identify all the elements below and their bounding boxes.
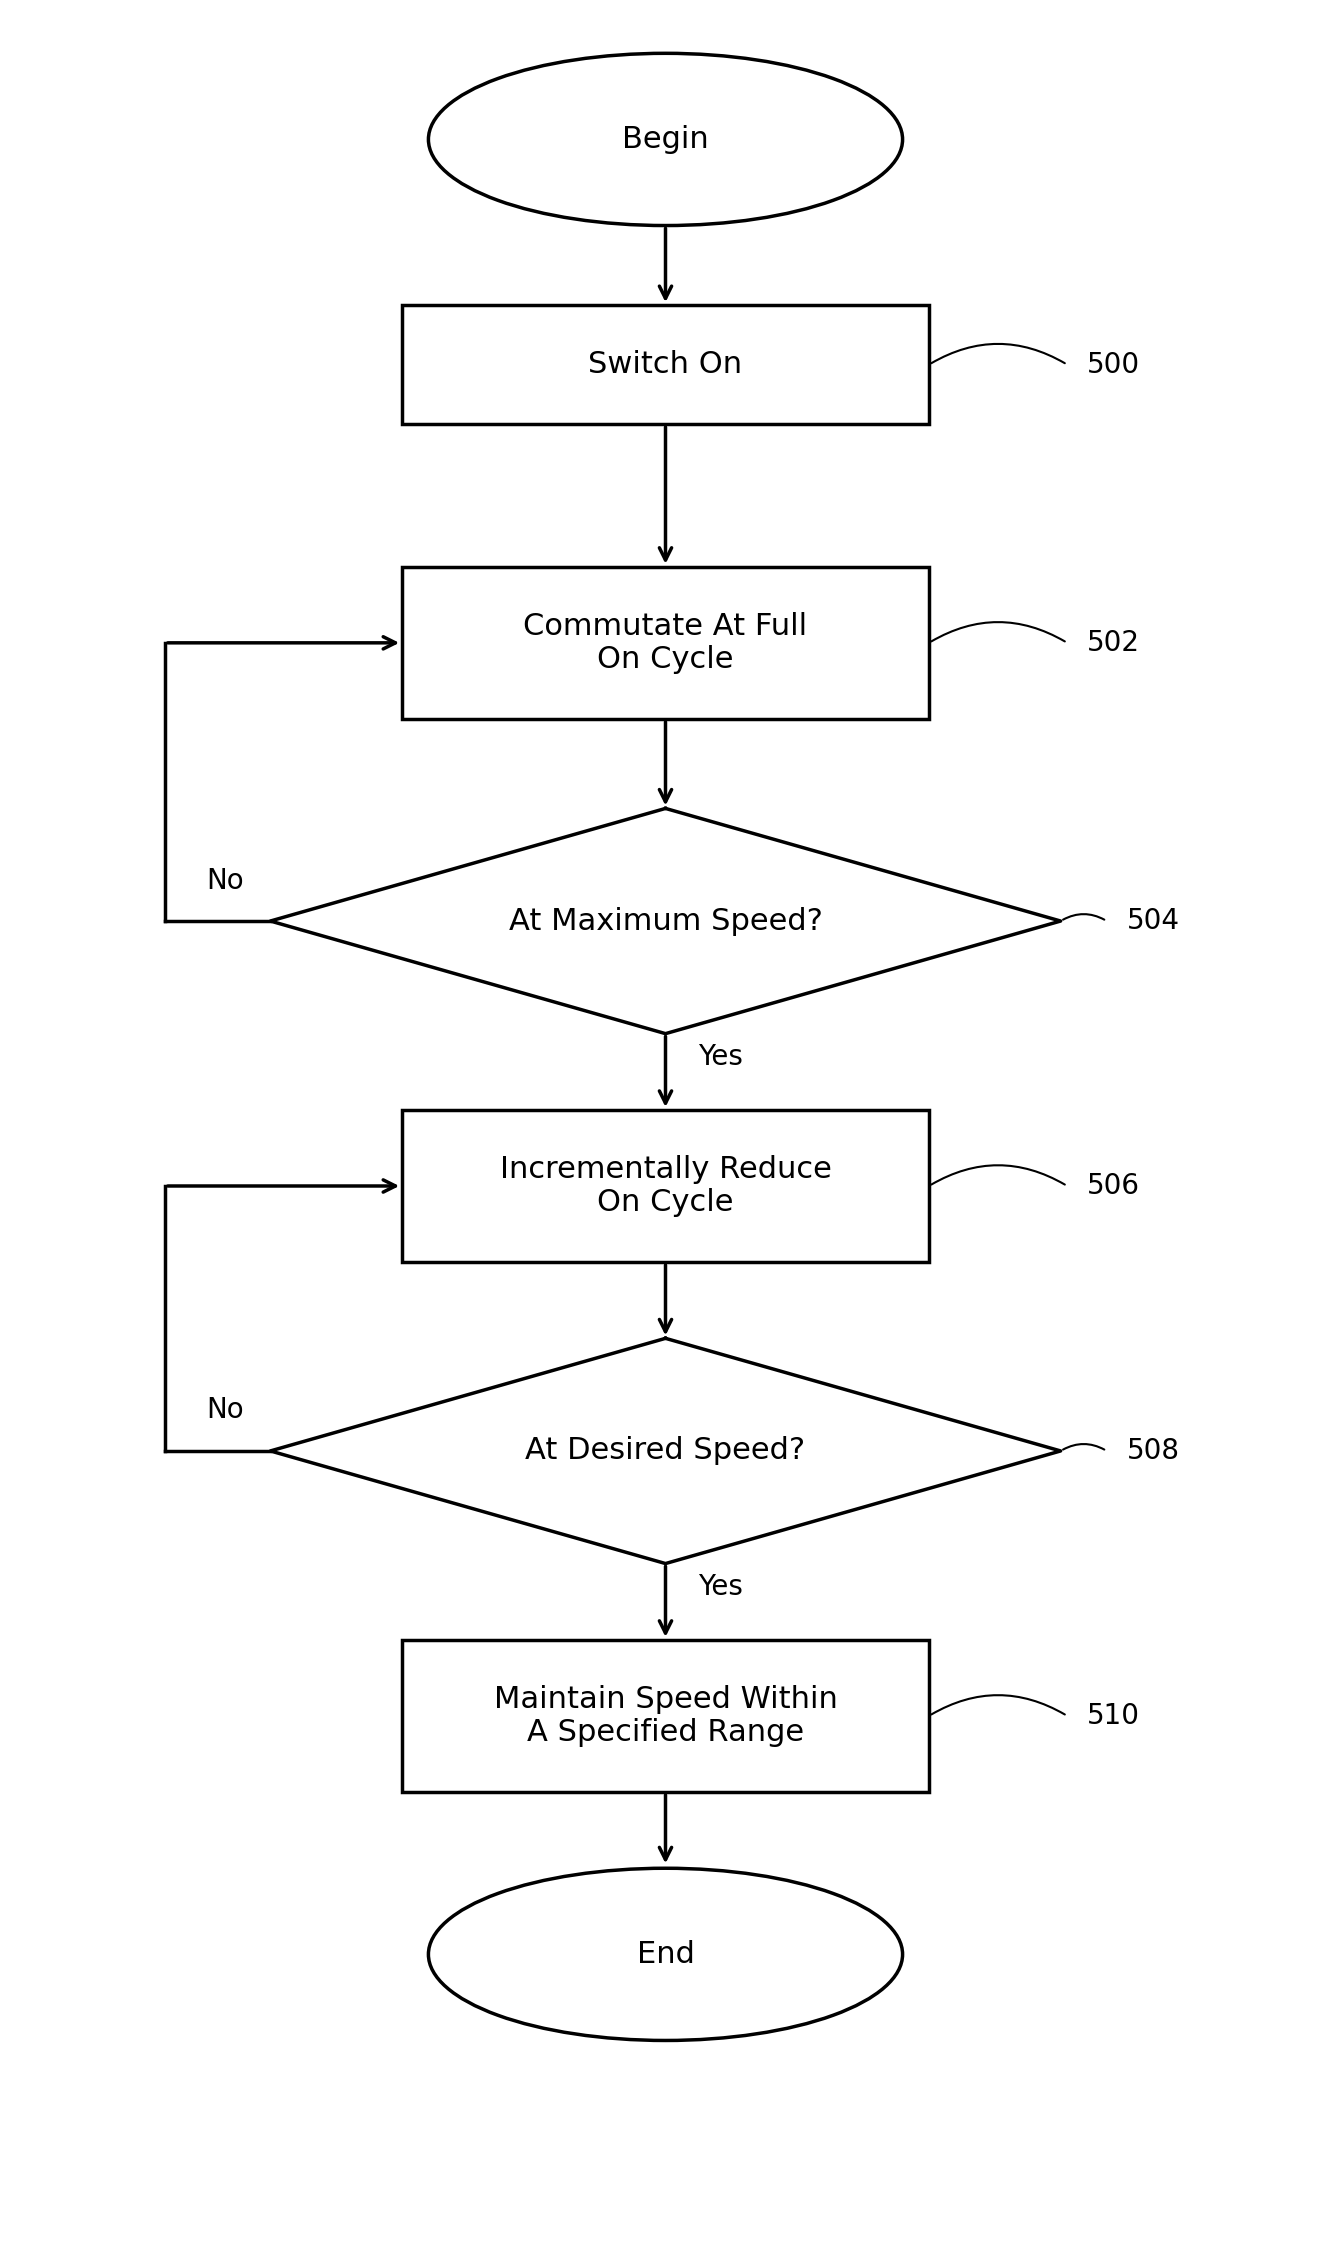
Text: Maintain Speed Within
A Specified Range: Maintain Speed Within A Specified Range bbox=[494, 1684, 837, 1747]
Text: Yes: Yes bbox=[699, 1042, 743, 1072]
Text: Begin: Begin bbox=[622, 125, 709, 154]
Text: 508: 508 bbox=[1126, 1437, 1179, 1464]
Text: At Maximum Speed?: At Maximum Speed? bbox=[508, 906, 823, 936]
Text: Incrementally Reduce
On Cycle: Incrementally Reduce On Cycle bbox=[499, 1156, 832, 1217]
Bar bbox=[402, 566, 929, 718]
Text: 504: 504 bbox=[1126, 906, 1179, 936]
Text: No: No bbox=[206, 1396, 244, 1425]
Bar bbox=[402, 1641, 929, 1792]
Text: Commutate At Full
On Cycle: Commutate At Full On Cycle bbox=[523, 612, 808, 673]
Text: End: End bbox=[636, 1940, 695, 1969]
Text: Yes: Yes bbox=[699, 1573, 743, 1600]
Bar bbox=[402, 306, 929, 424]
Text: No: No bbox=[206, 866, 244, 895]
Text: Switch On: Switch On bbox=[588, 351, 743, 378]
Text: 502: 502 bbox=[1087, 630, 1139, 657]
Text: 506: 506 bbox=[1087, 1172, 1139, 1201]
Text: 500: 500 bbox=[1087, 351, 1141, 378]
Polygon shape bbox=[270, 1339, 1061, 1564]
Polygon shape bbox=[270, 809, 1061, 1033]
Text: At Desired Speed?: At Desired Speed? bbox=[526, 1437, 805, 1466]
Text: 510: 510 bbox=[1087, 1702, 1139, 1729]
Bar bbox=[402, 1110, 929, 1262]
